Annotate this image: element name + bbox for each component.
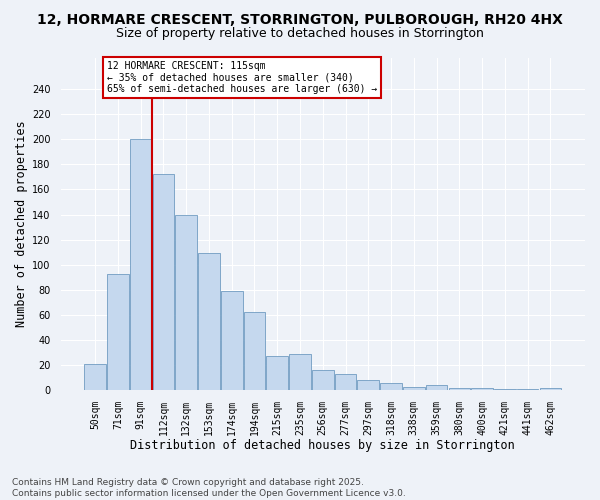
Text: 12 HORMARE CRESCENT: 115sqm
← 35% of detached houses are smaller (340)
65% of se: 12 HORMARE CRESCENT: 115sqm ← 35% of det… <box>107 62 377 94</box>
X-axis label: Distribution of detached houses by size in Storrington: Distribution of detached houses by size … <box>130 440 515 452</box>
Bar <box>380 383 402 390</box>
Bar <box>152 174 174 390</box>
Bar <box>403 386 425 390</box>
Bar <box>312 370 334 390</box>
Text: 12, HORMARE CRESCENT, STORRINGTON, PULBOROUGH, RH20 4HX: 12, HORMARE CRESCENT, STORRINGTON, PULBO… <box>37 12 563 26</box>
Bar <box>198 254 220 390</box>
Bar <box>471 388 493 390</box>
Bar <box>494 389 515 390</box>
Bar <box>266 356 288 390</box>
Text: Contains HM Land Registry data © Crown copyright and database right 2025.
Contai: Contains HM Land Registry data © Crown c… <box>12 478 406 498</box>
Bar <box>85 364 106 390</box>
Bar <box>517 389 538 390</box>
Bar <box>221 291 242 390</box>
Bar <box>426 386 448 390</box>
Bar <box>358 380 379 390</box>
Bar <box>335 374 356 390</box>
Text: Size of property relative to detached houses in Storrington: Size of property relative to detached ho… <box>116 28 484 40</box>
Bar <box>449 388 470 390</box>
Bar <box>175 214 197 390</box>
Bar <box>107 274 129 390</box>
Bar <box>244 312 265 390</box>
Bar <box>130 139 151 390</box>
Bar <box>289 354 311 391</box>
Y-axis label: Number of detached properties: Number of detached properties <box>15 120 28 327</box>
Bar <box>539 388 561 390</box>
